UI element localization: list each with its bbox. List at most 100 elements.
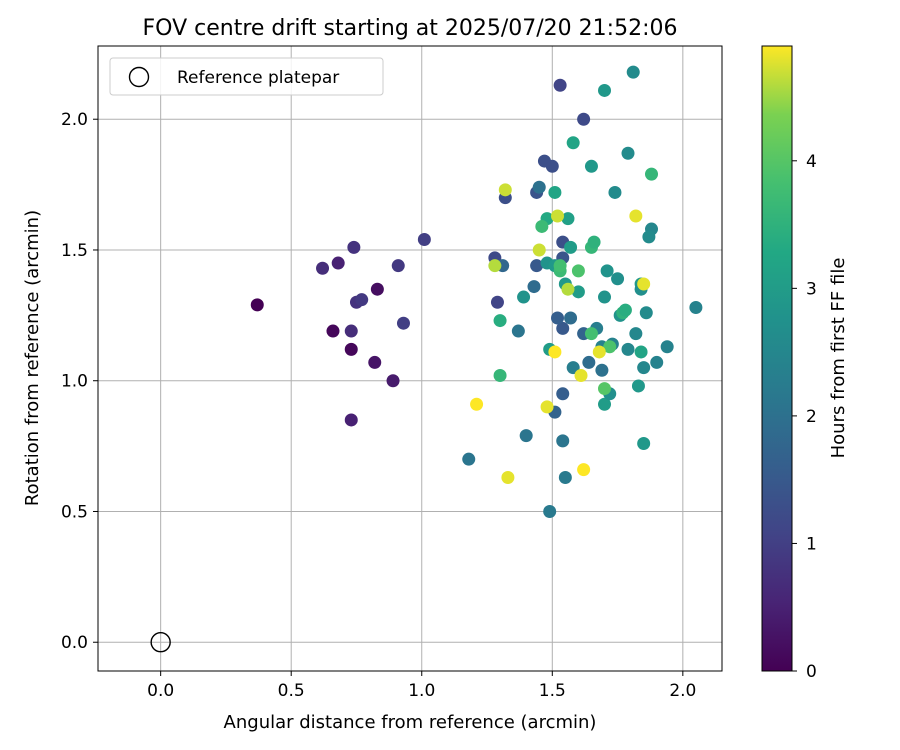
- x-tick-label: 1.5: [539, 681, 566, 701]
- colorbar-tick-label: 3: [806, 279, 817, 299]
- data-point: [660, 340, 674, 354]
- data-point: [530, 259, 544, 273]
- data-point: [470, 397, 484, 411]
- colorbar: 0 1 2 3 4 Hours from first FF file: [761, 45, 849, 682]
- y-axis-label: Rotation from reference (arcmin): [22, 210, 43, 506]
- data-point: [545, 159, 559, 173]
- data-point: [564, 240, 578, 254]
- data-point: [598, 382, 612, 396]
- data-point: [592, 345, 606, 359]
- data-point: [493, 368, 507, 382]
- data-point: [355, 293, 369, 307]
- data-point: [370, 282, 384, 296]
- data-point: [553, 78, 567, 92]
- data-point: [598, 397, 612, 411]
- data-point: [637, 277, 651, 291]
- data-point: [595, 363, 609, 377]
- data-point: [556, 321, 570, 335]
- data-point: [621, 146, 635, 160]
- data-point: [645, 167, 659, 181]
- colorbar-gradient: [761, 45, 793, 672]
- data-point: [561, 282, 575, 296]
- data-point: [584, 327, 598, 341]
- data-point: [608, 185, 622, 199]
- data-point: [344, 324, 358, 338]
- grid-lines: [98, 46, 722, 671]
- data-point: [587, 235, 601, 249]
- reference-platepar-marker: [150, 632, 171, 653]
- colorbar-tick-label: 1: [806, 534, 817, 554]
- data-point: [564, 311, 578, 325]
- data-point: [511, 324, 525, 338]
- data-point: [548, 345, 562, 359]
- data-point: [634, 345, 648, 359]
- x-tick-label: 0.0: [147, 681, 174, 701]
- data-point: [603, 340, 617, 354]
- data-point: [639, 306, 653, 320]
- data-point: [571, 264, 585, 278]
- data-point: [611, 272, 625, 286]
- data-point: [344, 342, 358, 356]
- data-point: [571, 285, 585, 299]
- colorbar-ticks: 0 1 2 3 4: [792, 152, 817, 682]
- data-point: [527, 280, 541, 294]
- y-tick-label: 0.5: [61, 502, 88, 522]
- data-point: [629, 327, 643, 341]
- data-point: [558, 470, 572, 484]
- data-point: [631, 379, 645, 393]
- data-point: [543, 504, 557, 518]
- plot-frame: [97, 45, 723, 672]
- legend-entry-reference-platepar: Reference platepar: [177, 68, 339, 88]
- data-point: [316, 261, 330, 275]
- data-point: [551, 311, 565, 325]
- data-point: [598, 290, 612, 304]
- data-point: [501, 470, 515, 484]
- data-point: [326, 324, 340, 338]
- data-point: [493, 314, 507, 328]
- colorbar-tick-label: 2: [806, 407, 817, 427]
- data-point: [347, 240, 361, 254]
- data-point: [368, 355, 382, 369]
- colorbar-tick-label: 4: [806, 152, 817, 172]
- data-point: [517, 290, 531, 304]
- data-point: [637, 436, 651, 450]
- data-point: [532, 180, 546, 194]
- x-tick-label: 2.0: [669, 681, 696, 701]
- reference-marker-layer: [150, 632, 171, 653]
- data-point: [574, 368, 588, 382]
- data-point: [618, 303, 632, 317]
- data-point: [553, 259, 567, 273]
- colorbar-label: Hours from first FF file: [828, 258, 849, 459]
- data-point: [556, 387, 570, 401]
- data-point: [540, 400, 554, 414]
- data-point: [548, 185, 562, 199]
- y-tick-label: 1.5: [61, 241, 88, 261]
- y-axis-ticks: 0.0 0.5 1.0 1.5 2.0: [61, 110, 98, 653]
- data-point: [561, 212, 575, 226]
- data-point: [637, 361, 651, 375]
- chart-title: FOV centre drift starting at 2025/07/20 …: [143, 16, 678, 41]
- data-point: [519, 429, 533, 443]
- data-point: [498, 183, 512, 197]
- data-point: [490, 295, 504, 309]
- y-tick-label: 1.0: [61, 372, 88, 392]
- data-point: [344, 413, 358, 427]
- data-point: [600, 264, 614, 278]
- data-point: [621, 342, 635, 356]
- data-point: [582, 355, 596, 369]
- data-point: [396, 316, 410, 330]
- data-point: [598, 83, 612, 97]
- x-tick-label: 1.0: [408, 681, 435, 701]
- y-tick-label: 0.0: [61, 633, 88, 653]
- data-point: [689, 301, 703, 315]
- y-tick-label: 2.0: [61, 110, 88, 130]
- data-point: [556, 434, 570, 448]
- data-points: [250, 65, 703, 518]
- x-tick-label: 0.5: [278, 681, 305, 701]
- x-axis-ticks: 0.0 0.5 1.0 1.5 2.0: [147, 671, 696, 701]
- data-point: [584, 159, 598, 173]
- data-point: [532, 243, 546, 257]
- data-point: [488, 259, 502, 273]
- data-point: [462, 452, 476, 466]
- colorbar-tick-label: 0: [806, 662, 817, 682]
